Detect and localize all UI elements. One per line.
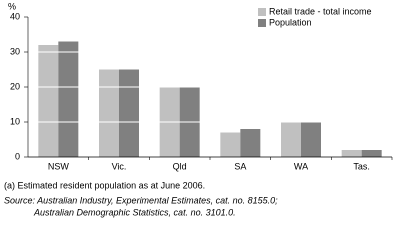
x-tick-label: NSW — [48, 161, 70, 171]
bar — [240, 129, 261, 157]
source: Australian Demographic Statistics, cat. … — [33, 207, 236, 217]
y-tick-label: 10 — [10, 116, 20, 126]
bar — [99, 69, 119, 157]
bar — [281, 122, 301, 157]
x-tick-label: WA — [294, 161, 308, 171]
y-tick-label: 0 — [15, 151, 20, 161]
bar — [220, 132, 241, 157]
y-tick-label: 30 — [10, 46, 20, 56]
legend-label: Retail trade - total income — [269, 6, 372, 16]
y-tick-label: 40 — [10, 11, 20, 21]
legend-swatch — [258, 8, 266, 16]
bar — [119, 69, 139, 157]
bar — [341, 150, 362, 157]
bar — [301, 122, 321, 157]
legend-swatch — [258, 19, 266, 27]
x-tick-label: Vic. — [112, 161, 127, 171]
footnote: (a) Estimated resident population as at … — [4, 180, 205, 190]
bar — [58, 41, 79, 157]
x-tick-label: Tas. — [353, 161, 370, 171]
y-axis-label: % — [8, 1, 16, 11]
bar — [361, 150, 382, 157]
legend-label: Population — [269, 17, 312, 27]
x-tick-label: SA — [234, 161, 246, 171]
chart: % (a) Estimated resident population as a… — [4, 1, 393, 217]
x-tick-label: Qld — [173, 161, 187, 171]
source: Source: Australian Industry, Experimenta… — [4, 195, 278, 205]
bar — [38, 45, 59, 157]
y-tick-label: 20 — [10, 81, 20, 91]
